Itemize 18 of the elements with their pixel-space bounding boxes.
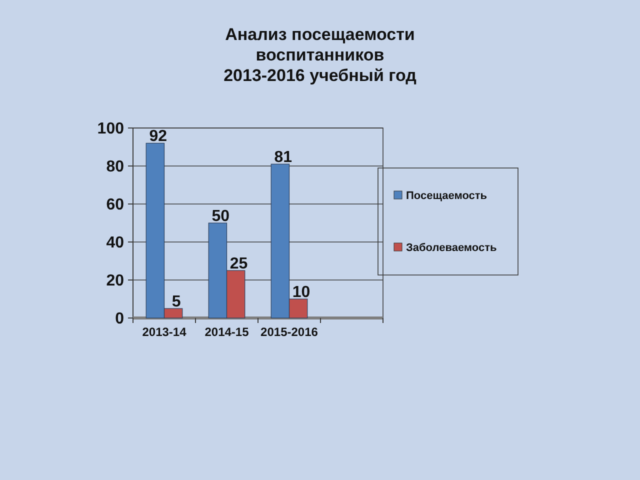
chart-title: Анализ посещаемости воспитанников 2013-2016 учебный год: [224, 25, 417, 85]
data-label: 92: [149, 128, 168, 146]
x-tick-label: 2015-2016: [260, 325, 318, 339]
y-tick-label: 60: [106, 196, 124, 214]
y-tick-label: 0: [115, 310, 124, 328]
legend-label: Заболеваемость: [406, 242, 497, 254]
data-label: 81: [274, 149, 292, 166]
data-label: 50: [212, 208, 230, 225]
data-label: 5: [172, 294, 181, 310]
y-tick-label: 20: [106, 272, 124, 290]
legend-label: Посещаемость: [406, 190, 488, 202]
x-tick-label: 2014-15: [204, 325, 250, 339]
x-tick-label: 2013-14: [142, 325, 187, 339]
y-tick-label: 40: [106, 234, 124, 252]
data-label: 25: [230, 256, 248, 272]
y-tick-label: 80: [106, 158, 124, 176]
y-tick-label: 100: [97, 120, 124, 138]
data-label: 10: [292, 284, 310, 301]
